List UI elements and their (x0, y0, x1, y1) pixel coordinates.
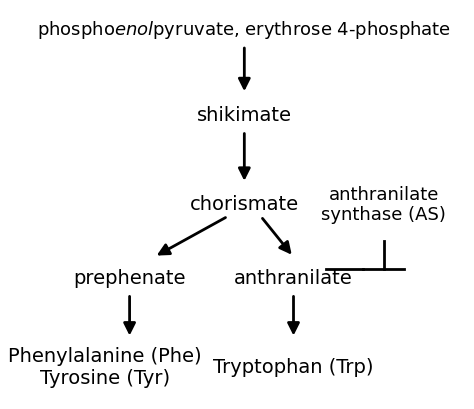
Text: chorismate: chorismate (190, 195, 299, 214)
Text: phospho$\it{enol}$pyruvate, erythrose 4-phosphate: phospho$\it{enol}$pyruvate, erythrose 4-… (37, 19, 451, 41)
Text: anthranilate: anthranilate (234, 268, 353, 287)
Text: shikimate: shikimate (197, 106, 292, 125)
Text: anthranilate
synthase (AS): anthranilate synthase (AS) (321, 185, 446, 224)
Text: prephenate: prephenate (73, 268, 186, 287)
Text: Tryptophan (Trp): Tryptophan (Trp) (213, 357, 374, 376)
Text: Phenylalanine (Phe)
Tyrosine (Tyr): Phenylalanine (Phe) Tyrosine (Tyr) (8, 346, 202, 387)
